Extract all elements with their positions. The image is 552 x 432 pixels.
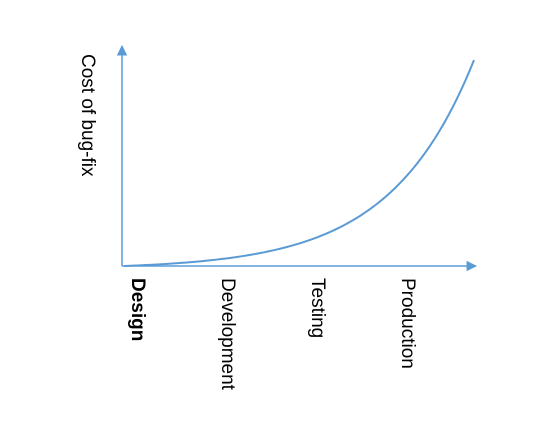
y-axis-title: Cost of bug-fix: [77, 54, 98, 177]
cost-curve: [123, 59, 475, 267]
x-tick-labels: Design Development Testing Production: [127, 278, 418, 391]
x-tick-label-production: Production: [397, 278, 418, 369]
x-tick-label-testing: Testing: [307, 278, 328, 338]
x-tick-label-design: Design: [127, 278, 148, 341]
x-tick-label-development: Development: [217, 278, 238, 391]
